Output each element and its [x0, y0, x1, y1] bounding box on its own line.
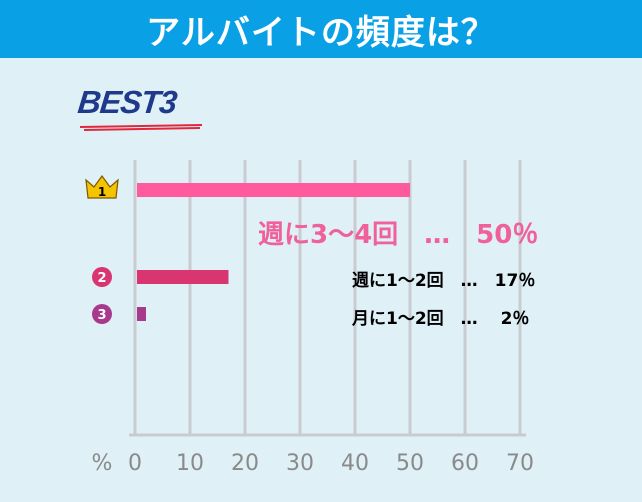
data-label: 週に1〜2回 … 17％: [352, 271, 536, 291]
x-tick-label: 10: [176, 451, 204, 476]
bar: [137, 270, 229, 284]
rank-badge: [92, 304, 112, 324]
page-title: アルバイトの頻度は？: [0, 0, 642, 58]
bar: [137, 183, 410, 197]
rank-number: 3: [97, 308, 106, 323]
rank-number: 1: [98, 185, 106, 199]
x-tick-label: 30: [286, 451, 314, 476]
rank-number: 2: [97, 271, 106, 286]
rank-badge: [92, 267, 112, 287]
badge-underline: [80, 124, 202, 131]
x-tick-label: 0: [128, 451, 142, 476]
bar: [137, 307, 146, 321]
x-tick-label: 70: [506, 451, 534, 476]
x-tick-label: 60: [451, 451, 479, 476]
x-tick-label: 20: [231, 451, 259, 476]
x-axis-label: %: [92, 451, 113, 476]
x-tick-label: 40: [341, 451, 369, 476]
x-tick-label: 50: [396, 451, 424, 476]
data-label: 月に1〜2回 … 2％: [352, 309, 530, 329]
data-label: 週に3〜4回 … 50％: [258, 220, 539, 250]
crown-icon: [85, 174, 119, 199]
